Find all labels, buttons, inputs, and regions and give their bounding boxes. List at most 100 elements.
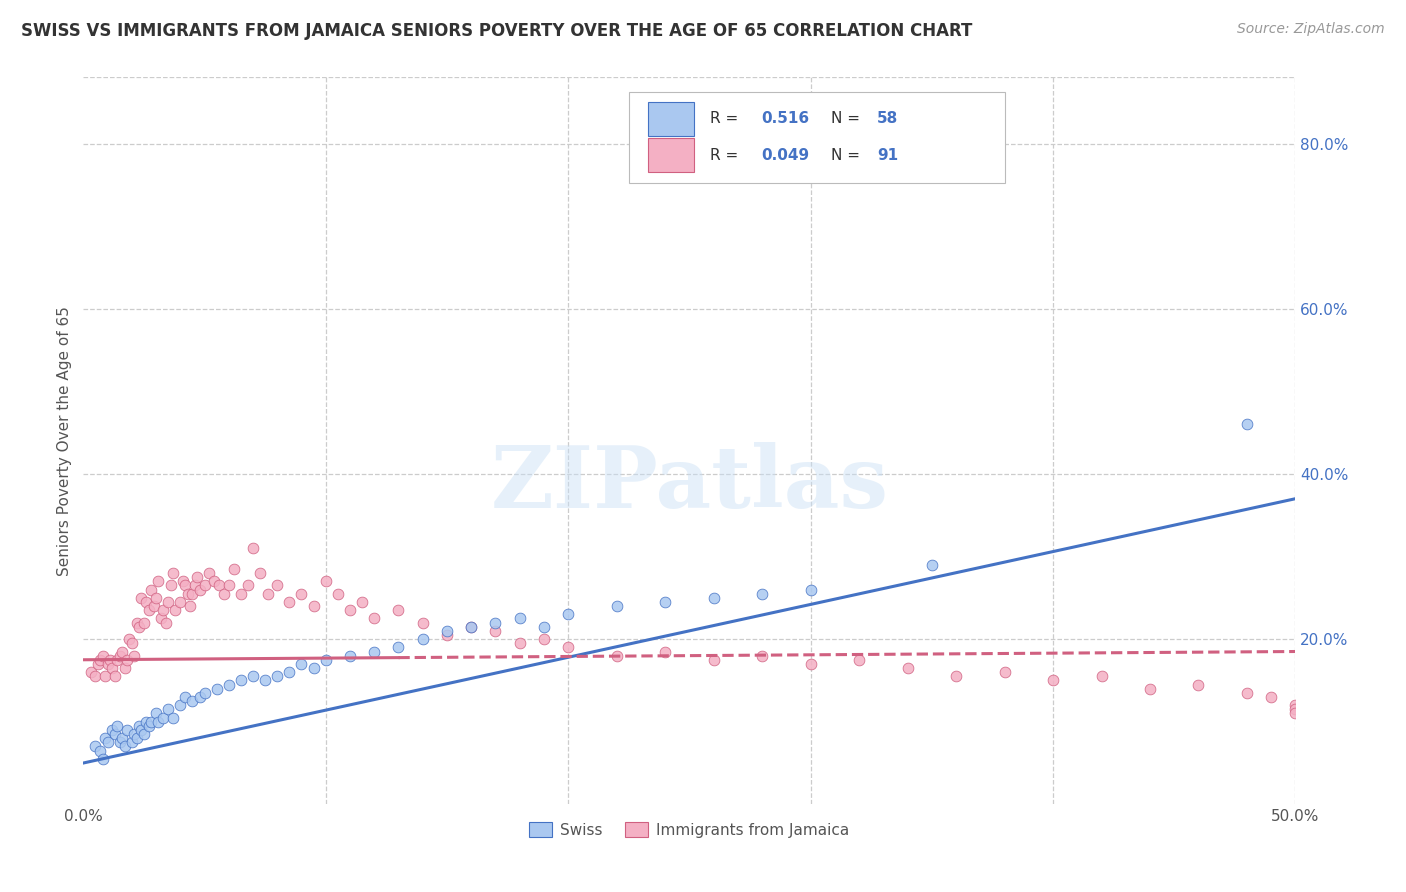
Point bbox=[89, 653, 111, 667]
Point bbox=[121, 735, 143, 749]
Point bbox=[654, 644, 676, 658]
Point bbox=[557, 607, 579, 622]
Text: SWISS VS IMMIGRANTS FROM JAMAICA SENIORS POVERTY OVER THE AGE OF 65 CORRELATION : SWISS VS IMMIGRANTS FROM JAMAICA SENIORS… bbox=[21, 22, 973, 40]
Point bbox=[132, 727, 155, 741]
Point bbox=[169, 595, 191, 609]
Point bbox=[174, 690, 197, 704]
Point bbox=[152, 603, 174, 617]
Point bbox=[256, 587, 278, 601]
Point bbox=[141, 714, 163, 729]
Point bbox=[460, 620, 482, 634]
Point bbox=[290, 587, 312, 601]
Point bbox=[131, 591, 153, 605]
Point bbox=[105, 719, 128, 733]
Point bbox=[412, 615, 434, 630]
Point bbox=[172, 574, 194, 589]
Point bbox=[148, 714, 170, 729]
Point bbox=[114, 661, 136, 675]
Point bbox=[1236, 686, 1258, 700]
Point bbox=[800, 582, 823, 597]
Point bbox=[606, 599, 628, 613]
Point bbox=[179, 599, 201, 613]
Point bbox=[229, 673, 252, 688]
Point bbox=[169, 698, 191, 713]
Point bbox=[848, 653, 870, 667]
Text: 58: 58 bbox=[877, 112, 898, 127]
Point bbox=[142, 599, 165, 613]
Point bbox=[1284, 702, 1306, 716]
FancyBboxPatch shape bbox=[628, 92, 1004, 183]
Point bbox=[108, 735, 131, 749]
Point bbox=[302, 661, 325, 675]
Point bbox=[94, 669, 117, 683]
Text: 0.516: 0.516 bbox=[761, 112, 808, 127]
Point bbox=[1139, 681, 1161, 696]
Point bbox=[654, 595, 676, 609]
Text: R =: R = bbox=[710, 112, 744, 127]
Point bbox=[703, 653, 725, 667]
Point bbox=[242, 541, 264, 556]
Point bbox=[436, 624, 458, 638]
Text: N =: N = bbox=[831, 112, 865, 127]
Point bbox=[993, 665, 1015, 680]
Point bbox=[131, 723, 153, 737]
Point bbox=[198, 566, 221, 580]
Point bbox=[751, 587, 773, 601]
Point bbox=[1042, 673, 1064, 688]
Point bbox=[352, 595, 374, 609]
Point bbox=[101, 661, 124, 675]
Point bbox=[157, 702, 180, 716]
Point bbox=[945, 669, 967, 683]
Point bbox=[921, 558, 943, 572]
Point bbox=[229, 587, 252, 601]
Point bbox=[84, 739, 107, 754]
Point bbox=[118, 632, 141, 646]
Text: R =: R = bbox=[710, 148, 744, 162]
Point bbox=[157, 595, 180, 609]
Point bbox=[302, 599, 325, 613]
Point bbox=[138, 719, 160, 733]
Point bbox=[266, 578, 288, 592]
Point bbox=[114, 739, 136, 754]
Point bbox=[363, 644, 385, 658]
Point bbox=[89, 744, 111, 758]
Point bbox=[148, 574, 170, 589]
Point bbox=[121, 636, 143, 650]
Point bbox=[208, 578, 231, 592]
Point bbox=[138, 603, 160, 617]
Point bbox=[188, 582, 211, 597]
Point bbox=[387, 640, 409, 655]
Point bbox=[184, 578, 207, 592]
Point bbox=[96, 657, 118, 671]
Point bbox=[751, 648, 773, 663]
Point bbox=[104, 727, 127, 741]
Point bbox=[101, 723, 124, 737]
Point bbox=[242, 669, 264, 683]
FancyBboxPatch shape bbox=[648, 102, 695, 136]
Point bbox=[254, 673, 277, 688]
Point bbox=[128, 620, 150, 634]
Point bbox=[186, 570, 208, 584]
Point bbox=[278, 595, 301, 609]
Point bbox=[188, 690, 211, 704]
Point bbox=[165, 603, 187, 617]
Point bbox=[1187, 677, 1209, 691]
Point bbox=[193, 686, 215, 700]
Point bbox=[387, 603, 409, 617]
Text: ZIPatlas: ZIPatlas bbox=[491, 442, 889, 526]
Point bbox=[162, 566, 184, 580]
Point bbox=[122, 727, 145, 741]
Point bbox=[91, 648, 114, 663]
Point bbox=[315, 653, 337, 667]
Point bbox=[1236, 417, 1258, 432]
Point bbox=[1260, 690, 1282, 704]
Point bbox=[122, 648, 145, 663]
Point bbox=[84, 669, 107, 683]
Point bbox=[278, 665, 301, 680]
Point bbox=[339, 648, 361, 663]
Point bbox=[1284, 698, 1306, 713]
Point bbox=[111, 644, 134, 658]
Point bbox=[557, 640, 579, 655]
Point bbox=[484, 624, 506, 638]
Point bbox=[412, 632, 434, 646]
